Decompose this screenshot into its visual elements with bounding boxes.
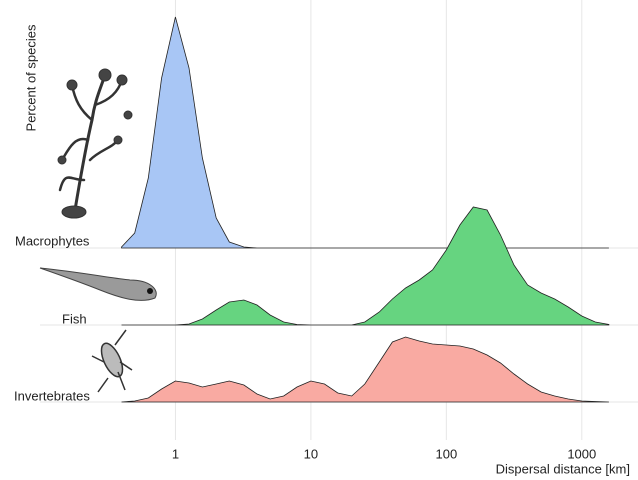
series-label: Fish: [62, 311, 87, 326]
seaweed-icon: [57, 68, 133, 219]
x-axis-label: Dispersal distance [km]: [496, 461, 630, 476]
density-area: [121, 16, 609, 249]
grid: [40, 0, 638, 440]
y-axis-label: Percent of species: [23, 24, 38, 131]
series-label: Macrophytes: [15, 233, 90, 248]
x-tick-label: 1: [172, 446, 179, 461]
x-tick-label: 100: [435, 446, 457, 461]
invertebrate-icon: [91, 329, 133, 393]
density-area: [121, 336, 609, 403]
fish-icon: [39, 267, 157, 301]
ridges: [121, 16, 610, 403]
density-area: [121, 206, 610, 326]
series-label: Invertebrates: [14, 388, 90, 403]
x-tick-label: 10: [304, 446, 318, 461]
x-tick-label: 1000: [567, 446, 596, 461]
